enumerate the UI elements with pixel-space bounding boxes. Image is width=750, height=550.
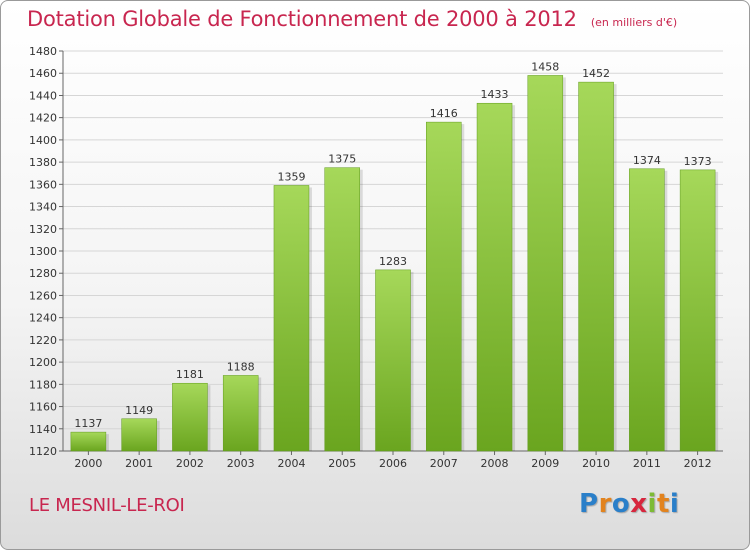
bar-2011 [629, 168, 665, 452]
y-tick-label: 1180 [29, 378, 57, 391]
x-tick-label: 2005 [328, 457, 356, 470]
x-tick-label: 2008 [481, 457, 509, 470]
title-block: Dotation Globale de Fonctionnement de 20… [27, 7, 677, 31]
data-label: 1149 [125, 404, 153, 417]
chart-subtitle: (en milliers d'€) [590, 16, 678, 29]
data-label: 1373 [684, 155, 712, 168]
bar-2005 [324, 167, 360, 452]
data-label: 1374 [633, 154, 661, 167]
bar-2006 [375, 269, 411, 452]
y-tick-label: 1380 [29, 156, 57, 169]
bar-2000 [70, 431, 107, 452]
proxiti-logo: Proxiti [579, 489, 679, 519]
commune-name: LE MESNIL-LE-ROI [29, 495, 185, 516]
y-tick-label: 1480 [29, 45, 57, 58]
logo-letter: i [647, 489, 657, 519]
x-tick-label: 2009 [531, 457, 559, 470]
y-tick-label: 1160 [29, 401, 57, 414]
bar-2002 [172, 382, 208, 452]
x-tick-label: 2001 [125, 457, 153, 470]
y-tick-label: 1140 [29, 423, 57, 436]
y-tick-label: 1340 [29, 201, 57, 214]
chart-title: Dotation Globale de Fonctionnement de 20… [27, 7, 577, 31]
y-tick-label: 1200 [29, 356, 57, 369]
bar-2012 [679, 169, 716, 452]
data-label: 1188 [227, 360, 255, 373]
y-tick-label: 1400 [29, 134, 57, 147]
y-tick-label: 1440 [29, 89, 57, 102]
x-tick-label: 2000 [74, 457, 102, 470]
bar-2007 [426, 121, 462, 452]
x-tick-label: 2004 [277, 457, 305, 470]
bar-2001 [121, 418, 157, 452]
data-label: 1416 [430, 107, 458, 120]
x-tick-label: 2003 [227, 457, 255, 470]
bar-2010 [578, 81, 614, 452]
y-tick-label: 1300 [29, 245, 57, 258]
y-tick-label: 1420 [29, 112, 57, 125]
x-tick-label: 2012 [684, 457, 712, 470]
data-label: 1375 [328, 153, 356, 166]
logo-letter: P [579, 489, 599, 519]
x-tick-label: 2007 [430, 457, 458, 470]
y-tick-label: 1220 [29, 334, 57, 347]
bar-2008 [476, 102, 513, 452]
y-tick-label: 1320 [29, 223, 57, 236]
x-tick-label: 2010 [582, 457, 610, 470]
logo-letter: x [630, 489, 648, 519]
bar-2009 [527, 75, 564, 452]
logo-letter: i [669, 489, 680, 519]
data-label: 1433 [481, 88, 509, 101]
logo-letter: o [611, 489, 631, 519]
bar-2003 [222, 375, 259, 452]
data-label: 1283 [379, 255, 407, 268]
bar-2004 [273, 185, 310, 452]
y-tick-label: 1120 [29, 445, 57, 458]
logo-letter: r [598, 489, 612, 519]
x-tick-label: 2006 [379, 457, 407, 470]
logo-letter: t [656, 489, 670, 519]
y-tick-label: 1240 [29, 312, 57, 325]
y-tick-label: 1360 [29, 178, 57, 191]
data-label: 1137 [74, 417, 102, 430]
data-label: 1458 [531, 60, 559, 73]
data-label: 1359 [277, 170, 305, 183]
y-tick-label: 1460 [29, 67, 57, 80]
y-tick-label: 1280 [29, 267, 57, 280]
data-label: 1452 [582, 67, 610, 80]
y-tick-label: 1260 [29, 289, 57, 302]
data-label: 1181 [176, 368, 204, 381]
x-tick-label: 2011 [633, 457, 661, 470]
x-tick-label: 2002 [176, 457, 204, 470]
